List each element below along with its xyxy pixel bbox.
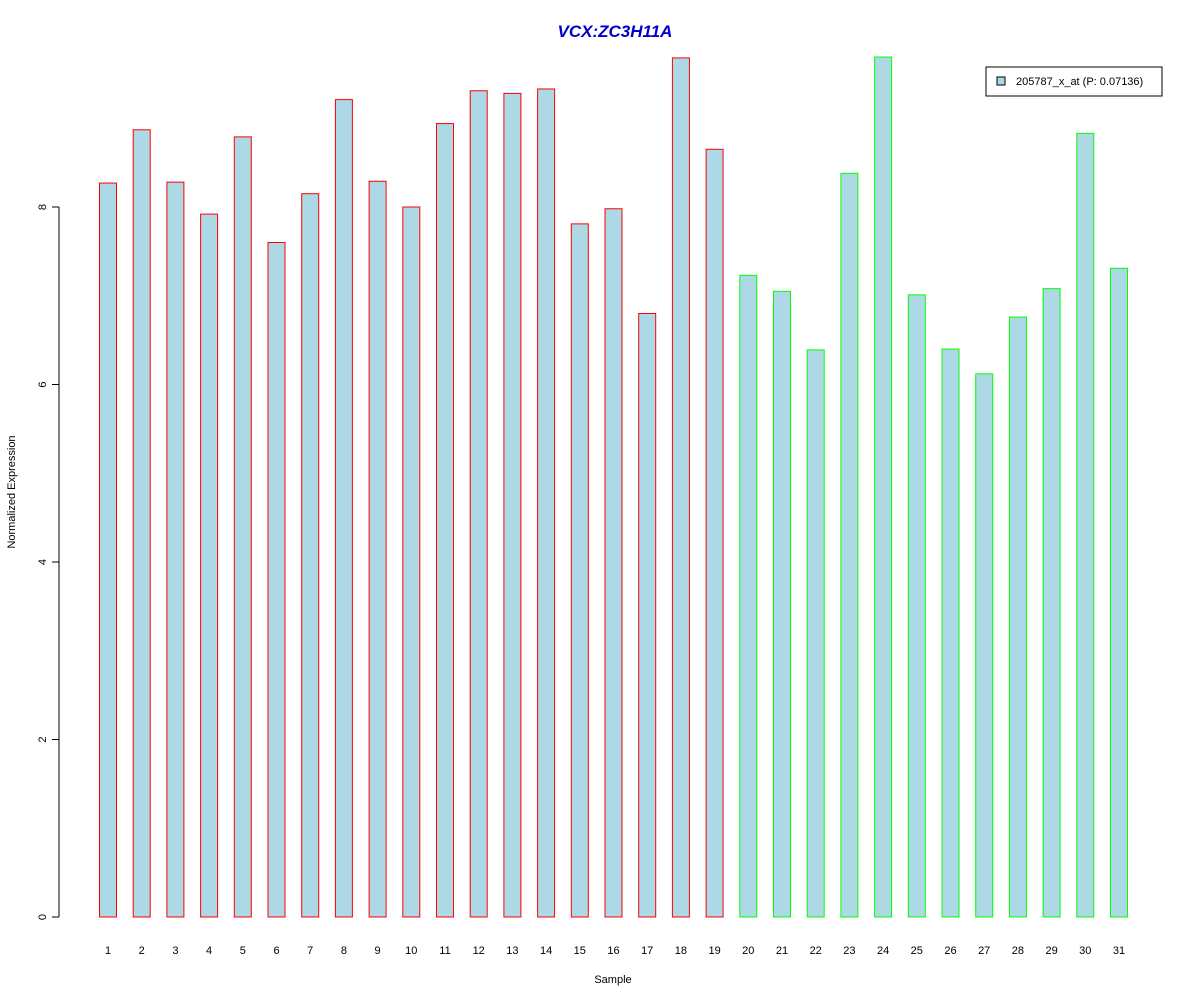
x-tick-label: 11	[439, 945, 450, 957]
x-tick-label: 12	[473, 945, 485, 957]
x-tick-label: 23	[843, 945, 855, 957]
bar	[334, 99, 353, 918]
y-tick-label: 4	[37, 559, 49, 565]
bar	[907, 294, 926, 918]
chart-title: VCX:ZC3H11A	[558, 22, 673, 41]
x-tick-label: 31	[1113, 945, 1125, 957]
bar	[99, 182, 117, 918]
bar	[537, 88, 556, 918]
x-tick-label: 4	[206, 945, 212, 957]
bar	[604, 208, 623, 918]
bar	[132, 129, 151, 918]
bar	[570, 223, 589, 918]
bar	[469, 90, 488, 918]
bar	[1042, 288, 1061, 918]
bar	[402, 206, 421, 918]
x-tick-label: 2	[139, 945, 145, 957]
bar	[840, 172, 859, 918]
bar	[301, 193, 320, 918]
x-tick-label: 10	[405, 945, 417, 957]
x-tick-label: 30	[1079, 945, 1091, 957]
x-tick-label: 1	[105, 945, 111, 957]
x-tick-label: 6	[273, 945, 279, 957]
y-tick-label: 8	[37, 204, 49, 210]
x-tick-label: 7	[307, 945, 313, 957]
bar	[941, 348, 960, 918]
x-tick-label: 9	[375, 945, 381, 957]
x-tick-label: 18	[675, 945, 687, 957]
x-tick-label: 15	[574, 945, 586, 957]
bar	[739, 274, 758, 918]
x-axis-label: Sample	[594, 974, 631, 986]
x-tick-labels: 1 2 3 4 5 6 7 8 9 10 11 12 13 14 15 16 17 18 19 20 21 22 23 24 2…	[105, 945, 1125, 957]
bar	[267, 242, 286, 918]
x-tick-label: 26	[944, 945, 956, 957]
x-tick-label: 13	[506, 945, 518, 957]
x-tick-label: 19	[708, 945, 720, 957]
x-tick-label: 8	[341, 945, 347, 957]
legend: 205787_x_at (P: 0.07136)	[985, 66, 1163, 97]
x-tick-label: 14	[540, 945, 552, 957]
x-tick-label: 24	[877, 945, 889, 957]
bar	[1008, 316, 1027, 918]
bar	[233, 136, 252, 918]
x-tick-label: 28	[1012, 945, 1024, 957]
bar	[806, 349, 825, 918]
bar	[1076, 132, 1095, 918]
bar	[705, 148, 724, 918]
x-tick-label: 20	[742, 945, 754, 957]
x-tick-label: 25	[911, 945, 923, 957]
legend-swatch	[996, 76, 1006, 86]
y-axis-label: Normalized Expression	[6, 435, 18, 548]
x-tick-label: 16	[607, 945, 619, 957]
x-tick-label: 22	[810, 945, 822, 957]
x-tick-label: 3	[172, 945, 178, 957]
x-tick-label: 27	[978, 945, 990, 957]
bar	[503, 92, 522, 918]
bar	[166, 181, 185, 918]
legend-label: 205787_x_at (P: 0.07136)	[1016, 76, 1143, 88]
bar	[773, 290, 791, 918]
bar	[671, 57, 690, 918]
y-tick-label: 0	[37, 914, 49, 920]
bar	[200, 213, 219, 918]
x-tick-label: 17	[641, 945, 653, 957]
y-axis: 0 2 4 6 8	[37, 204, 60, 920]
y-tick-label: 6	[37, 381, 49, 387]
bar	[975, 373, 994, 918]
bar	[368, 180, 387, 918]
legend-box	[985, 66, 1163, 97]
bar	[638, 313, 657, 918]
bar	[1110, 267, 1128, 918]
bar	[436, 123, 454, 918]
y-tick-label: 2	[37, 736, 49, 742]
bar	[874, 56, 893, 918]
x-tick-label: 21	[776, 945, 788, 957]
x-tick-label: 5	[240, 945, 246, 957]
bars	[99, 56, 1128, 918]
x-tick-label: 29	[1045, 945, 1057, 957]
